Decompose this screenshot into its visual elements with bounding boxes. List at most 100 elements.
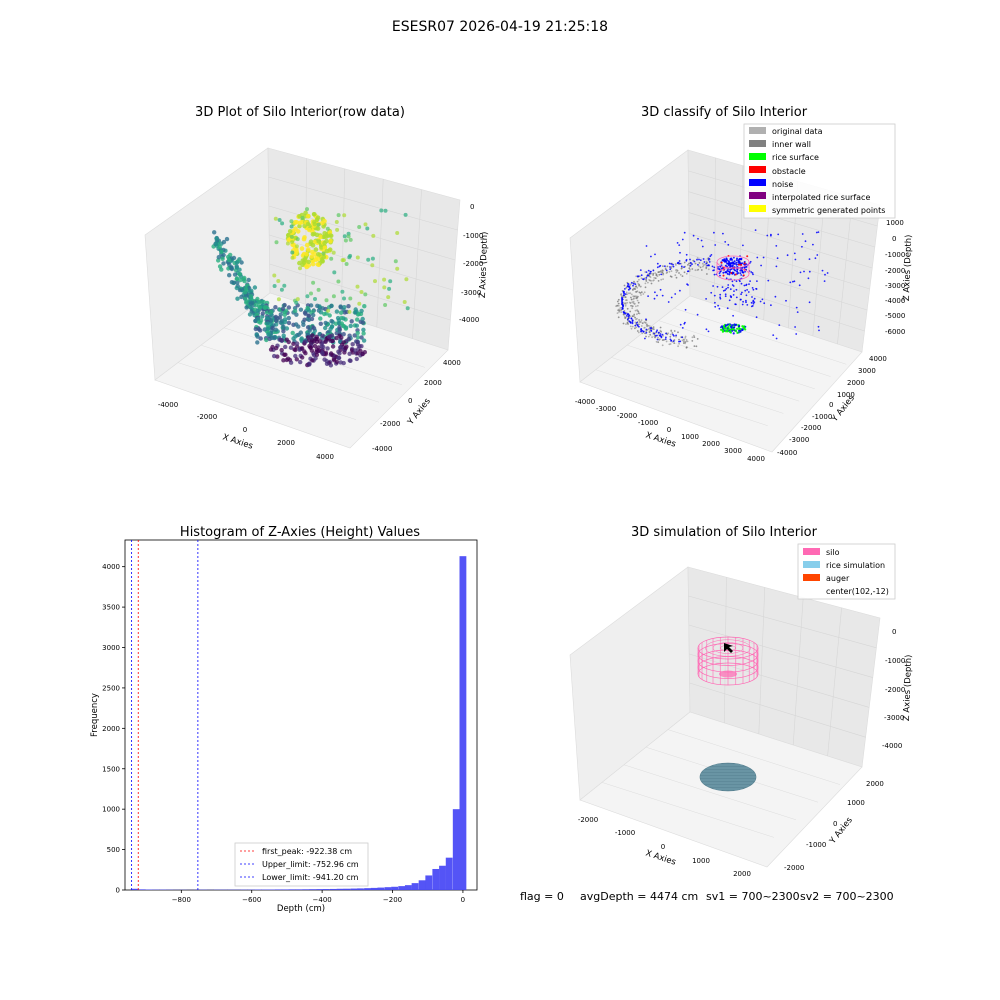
point-inner-wall — [645, 280, 648, 282]
point-wall — [234, 276, 239, 282]
hist-bar-46 — [445, 857, 453, 890]
point-bottom — [343, 346, 348, 351]
gridline — [177, 362, 357, 420]
point-noise — [714, 305, 717, 308]
point-top — [324, 238, 329, 244]
point-wall — [235, 296, 240, 301]
point-scatter — [282, 283, 287, 288]
hist-y-tick-label-4: 2000 — [102, 725, 120, 733]
point-floor — [323, 320, 328, 326]
point-bottom — [347, 351, 352, 356]
point-wall — [237, 287, 243, 293]
point-inner-wall — [650, 279, 652, 282]
point-noise — [647, 295, 649, 297]
point-floor — [311, 326, 317, 331]
point-scatter — [340, 289, 345, 294]
point-inner-wall — [638, 323, 640, 326]
point-scatter — [334, 220, 339, 224]
point-scatter — [343, 238, 348, 243]
point-inner-wall — [643, 327, 646, 329]
point-noise — [719, 296, 721, 299]
point-inner-wall — [674, 274, 677, 277]
point-top — [322, 234, 327, 240]
figure-title: ESESR07 2026-04-19 21:25:18 — [392, 19, 608, 35]
point-noise — [733, 290, 735, 292]
point-inner-wall — [698, 262, 701, 264]
point-scatter — [347, 255, 352, 260]
panel1-y-tick-0: -4000 — [372, 445, 392, 453]
point-inner-wall — [631, 307, 634, 309]
panel1-z-tick-3: -3000 — [461, 289, 481, 297]
point-noise — [708, 261, 711, 263]
panel2-y-tick-0: 4000 — [869, 355, 887, 363]
point-bottom — [274, 345, 279, 351]
point-wall — [224, 236, 230, 242]
point-noise — [672, 265, 675, 268]
point-scatter — [370, 263, 375, 268]
point-noise — [679, 251, 681, 254]
point-noise — [770, 304, 772, 307]
hist-legend: first_peak: -922.38 cm Upper_limit: -752… — [234, 842, 369, 887]
point-inner-wall — [639, 321, 641, 323]
point-inner-wall — [639, 285, 642, 288]
point-floor — [255, 340, 260, 345]
point-noise — [672, 263, 674, 266]
point-top — [302, 235, 307, 240]
panel2-z-tick-3: -2000 — [885, 267, 905, 275]
point-inner-wall — [654, 277, 657, 280]
point-wall — [238, 277, 243, 283]
point-noise — [654, 253, 656, 256]
hist-bar-23 — [288, 889, 296, 890]
point-noise — [804, 240, 807, 243]
point-floor — [273, 314, 279, 320]
point-bottom — [338, 344, 343, 350]
point-floor — [270, 325, 275, 331]
point-inner-wall — [649, 333, 652, 336]
panel1-y-tick-4: 4000 — [443, 359, 461, 367]
point-top — [319, 245, 324, 250]
point-noise — [641, 329, 643, 332]
point-noise — [679, 340, 682, 343]
point-floor — [260, 311, 265, 316]
point-noise — [727, 286, 729, 289]
point-noise — [744, 289, 747, 292]
point-noise — [672, 340, 675, 342]
point-floor — [362, 304, 367, 309]
point-inner-wall — [637, 310, 640, 313]
point-wall — [227, 273, 232, 278]
gridline — [689, 653, 870, 708]
point-floor — [329, 303, 334, 309]
point-rice-surface — [732, 332, 735, 335]
point-obstacle — [730, 272, 733, 274]
hist-bars — [131, 556, 467, 890]
hist-bar-25 — [302, 889, 310, 890]
point-inner-wall — [706, 257, 709, 260]
point-inner-wall — [683, 340, 685, 342]
point-inner-wall — [626, 293, 628, 296]
point-noise — [667, 301, 670, 303]
point-inner-wall — [635, 275, 638, 278]
point-floor — [293, 334, 298, 339]
panel2-y-tick-2: 2000 — [847, 379, 865, 387]
point-scatter — [295, 297, 300, 302]
point-floor — [318, 316, 323, 321]
point-inner-wall — [642, 293, 645, 295]
hist-bar-42 — [418, 880, 426, 890]
point-inner-wall — [658, 273, 661, 276]
point-noise — [817, 231, 820, 234]
point-rice-surface — [737, 325, 741, 328]
point-inner-wall — [696, 269, 699, 271]
point-inner-wall — [689, 268, 691, 271]
point-bottom — [311, 339, 317, 344]
point-bottom — [278, 337, 283, 343]
point-noise — [673, 335, 675, 337]
point-inner-wall — [626, 321, 629, 324]
point-noise — [681, 238, 684, 241]
point-noise — [702, 258, 705, 260]
point-noise — [724, 241, 727, 243]
point-floor — [355, 317, 360, 322]
point-noise — [812, 243, 814, 246]
point-obstacle — [743, 262, 746, 265]
point-noise — [627, 315, 630, 318]
point-inner-wall — [696, 257, 699, 259]
